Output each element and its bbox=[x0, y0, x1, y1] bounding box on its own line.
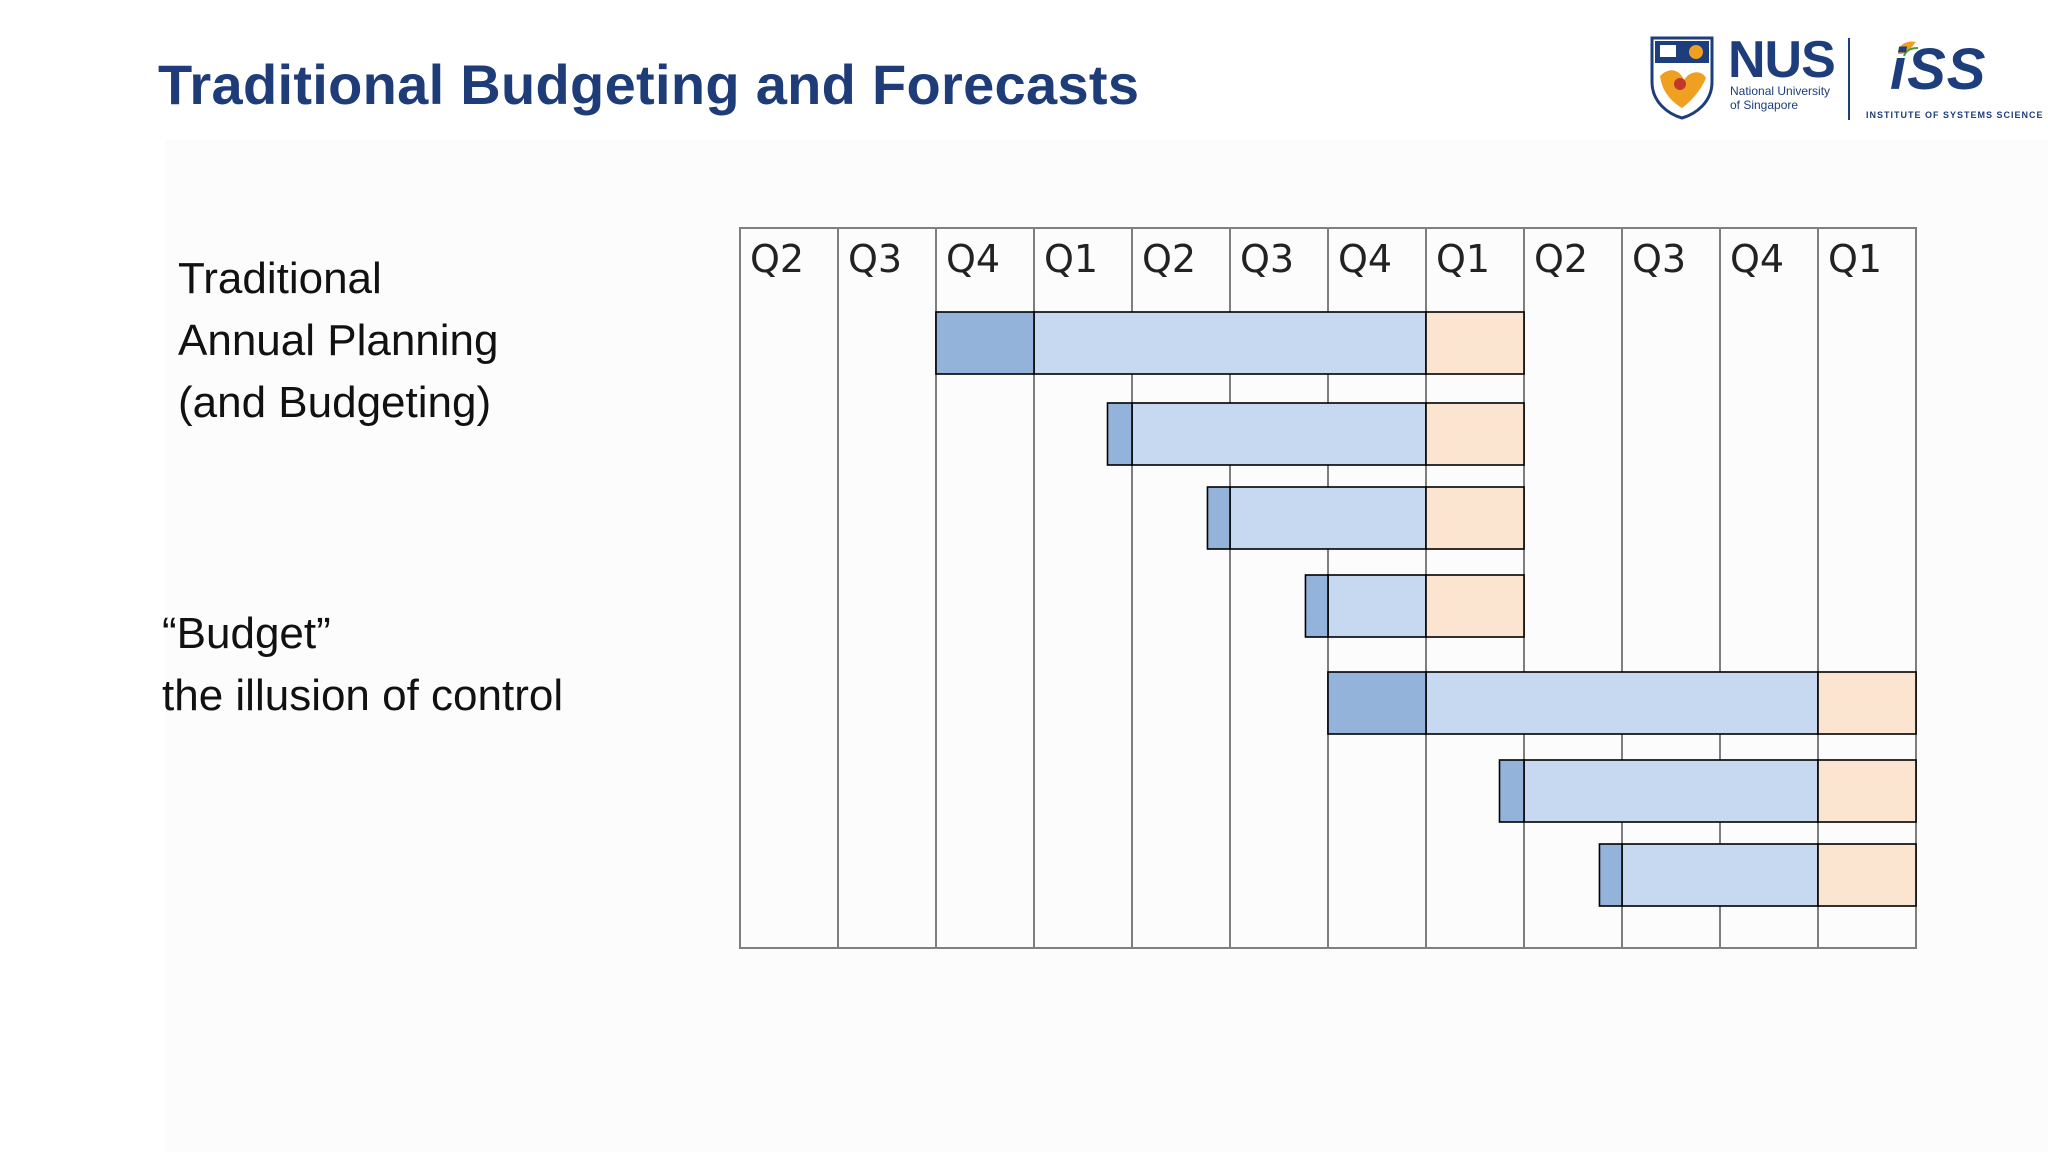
gantt-bar-peach bbox=[1817, 671, 1917, 735]
gantt-bar-peach bbox=[1817, 759, 1917, 823]
gantt-bar-dark bbox=[1206, 486, 1231, 550]
gantt-bar-dark bbox=[1598, 843, 1623, 907]
nus-subtitle-line2: of Singapore bbox=[1730, 98, 1799, 112]
label-line: (and Budgeting) bbox=[178, 378, 492, 427]
gantt-bar-dark bbox=[1106, 402, 1133, 466]
quarter-tick-label: Q1 bbox=[1044, 237, 1098, 281]
label-line: the illusion of control bbox=[162, 671, 564, 720]
gantt-bar-light bbox=[1523, 759, 1819, 823]
quarter-tick-label: Q2 bbox=[1534, 237, 1588, 281]
label-traditional-planning: Traditional Annual Planning (and Budgeti… bbox=[178, 248, 498, 434]
label-line: Annual Planning bbox=[178, 316, 499, 365]
gantt-bar-peach bbox=[1425, 311, 1525, 375]
gantt-bar-peach bbox=[1425, 486, 1525, 550]
slide-title: Traditional Budgeting and Forecasts bbox=[158, 53, 1140, 116]
content-panel bbox=[165, 140, 2048, 1152]
label-line: Traditional bbox=[178, 254, 382, 303]
gantt-bar-peach bbox=[1425, 402, 1525, 466]
quarter-tick-label: Q4 bbox=[1338, 237, 1392, 281]
gantt-bar-dark bbox=[1327, 671, 1427, 735]
quarter-tick-label: Q2 bbox=[1142, 237, 1196, 281]
iss-wordmark: iSS bbox=[1890, 37, 1987, 102]
label-budget-illusion: “Budget” the illusion of control bbox=[162, 603, 563, 727]
logo-group: NUS National University of Singapore iSS… bbox=[1650, 30, 2043, 130]
nus-crest-icon bbox=[1650, 36, 1714, 120]
gantt-bar-light bbox=[1327, 574, 1427, 638]
iss-leaf-icon bbox=[1898, 41, 1919, 57]
gantt-bar-light bbox=[1229, 486, 1427, 550]
nus-subtitle-line1: National University bbox=[1730, 84, 1831, 98]
gantt-bar-light bbox=[1621, 843, 1819, 907]
gantt-bar-dark bbox=[1304, 574, 1329, 638]
quarter-tick-label: Q1 bbox=[1828, 237, 1882, 281]
quarter-tick-label: Q4 bbox=[1730, 237, 1784, 281]
quarter-tick-label: Q4 bbox=[946, 237, 1000, 281]
quarter-tick-label: Q3 bbox=[1632, 237, 1686, 281]
gantt-bar-peach bbox=[1817, 843, 1917, 907]
gantt-bar-peach bbox=[1425, 574, 1525, 638]
iss-subtitle: INSTITUTE OF SYSTEMS SCIENCE bbox=[1866, 110, 2044, 120]
logo-divider bbox=[1848, 38, 1850, 120]
quarter-tick-label: Q1 bbox=[1436, 237, 1490, 281]
gantt-bar-dark bbox=[935, 311, 1035, 375]
quarter-tick-label: Q3 bbox=[848, 237, 902, 281]
quarter-tick-label: Q2 bbox=[750, 237, 804, 281]
gantt-bar-light bbox=[1131, 402, 1427, 466]
label-line: “Budget” bbox=[162, 609, 331, 658]
gantt-bar-dark bbox=[1498, 759, 1525, 823]
nus-wordmark: NUS bbox=[1728, 31, 1836, 89]
quarter-tick-label: Q3 bbox=[1240, 237, 1294, 281]
gantt-bar-light bbox=[1425, 671, 1819, 735]
gantt-bar-light bbox=[1033, 311, 1427, 375]
